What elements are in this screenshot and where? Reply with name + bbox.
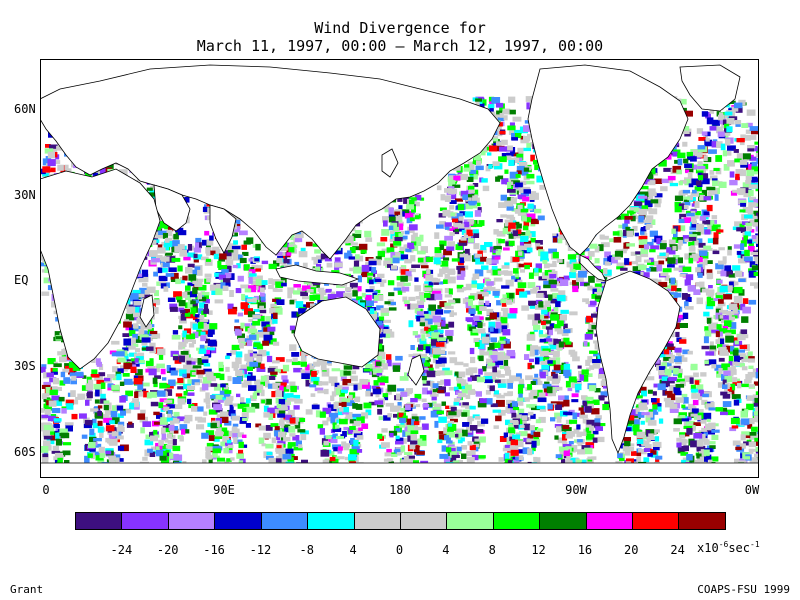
island-new-zealand [407,354,425,386]
colorbar-segment [493,513,541,529]
map-subtitle-date-range: March 11, 1997, 00:00 – March 12, 1997, … [196,37,604,55]
colorbar-tick-label: 24 [670,543,685,557]
island-japan [381,148,399,178]
peninsula-india [209,204,237,254]
colorbar-segment [679,513,725,529]
colorbar-tick-label: 16 [577,543,593,557]
colorbar-tick-label: 4 [349,543,357,557]
continent-africa [40,168,161,370]
colorbar-tick-label: -20 [156,543,179,557]
map-canvas [40,59,759,478]
island-greenland [679,64,741,112]
colorbar-segment [540,513,587,529]
continent-australia [293,296,381,368]
lat-label-30s: 30S [14,359,36,373]
colorbar-segment [308,513,355,529]
colorbar-tick-label: 0 [395,543,404,557]
islands-indonesia [275,264,360,286]
colorbar-tick-label: 4 [442,543,450,557]
lon-label-180: 180 [389,483,411,497]
lat-label-60n: 60N [14,102,36,116]
units-base: x10 [697,541,719,555]
colorbar-tick-label: -16 [203,543,225,557]
colorbar-tick-label: 8 [488,543,496,557]
colorbar-segment [261,513,309,529]
colorbar-tick-label: -8 [299,543,315,557]
colorbar-tick-label: -24 [110,543,133,557]
colorbar-segment [447,513,494,529]
colorbar-segment [168,513,216,529]
colorbar-segment [215,513,262,529]
peninsula-arabia [153,184,191,232]
colorbar-segment [76,513,123,529]
lon-label-90w: 90W [565,483,587,497]
map-frame [40,59,759,478]
map-title: Wind Divergence for [314,19,486,37]
colorbar-tick-label: 12 [531,543,546,557]
continent-eurasia [40,64,501,260]
lon-label-0: 0 [42,483,50,497]
continent-south-america [595,270,681,455]
lon-label-90e: 90E [213,483,235,497]
lon-label-0w: 0W [744,483,760,497]
units-exponent: -6 [718,540,729,549]
continent-north-america [527,64,689,256]
wind-divergence-map [40,59,759,478]
units-time-exponent: -1 [750,540,760,549]
continent-outlines [40,64,759,478]
colorbar-tick-label: -12 [249,543,272,557]
colorbar-units: x10-6sec-1 [697,540,760,555]
colorbar-segment [586,513,634,529]
island-madagascar [139,294,155,328]
colorbar-segment [633,513,680,529]
lat-label-eq: EQ [14,273,29,287]
credit-institution: COAPS-FSU 1999 [697,583,790,596]
colorbar-tick-label: 20 [624,543,639,557]
units-time: sec [728,541,751,555]
lat-label-60s: 60S [14,445,36,459]
lat-label-30n: 30N [14,188,36,202]
credit-author: Grant [10,583,44,596]
colorbar-segment [400,513,448,529]
colorbar [75,512,726,530]
colorbar-segment [354,513,401,529]
continent-antarctica [40,462,759,478]
colorbar-segment [122,513,169,529]
